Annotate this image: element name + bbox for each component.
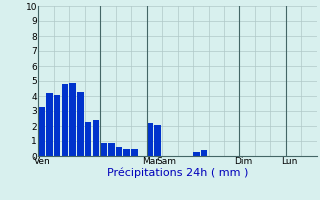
X-axis label: Précipitations 24h ( mm ): Précipitations 24h ( mm ) [107,168,248,178]
Bar [77,92,84,156]
Bar [61,84,68,156]
Bar [85,121,92,156]
Bar [124,148,130,156]
Bar [155,124,161,156]
Bar [147,123,153,156]
Bar [46,93,53,156]
Bar [69,82,76,156]
Bar [92,120,99,156]
Bar [108,142,115,156]
Bar [38,106,45,156]
Bar [116,147,122,156]
Bar [193,152,200,156]
Bar [201,150,207,156]
Bar [131,148,138,156]
Bar [54,95,60,156]
Bar [100,142,107,156]
